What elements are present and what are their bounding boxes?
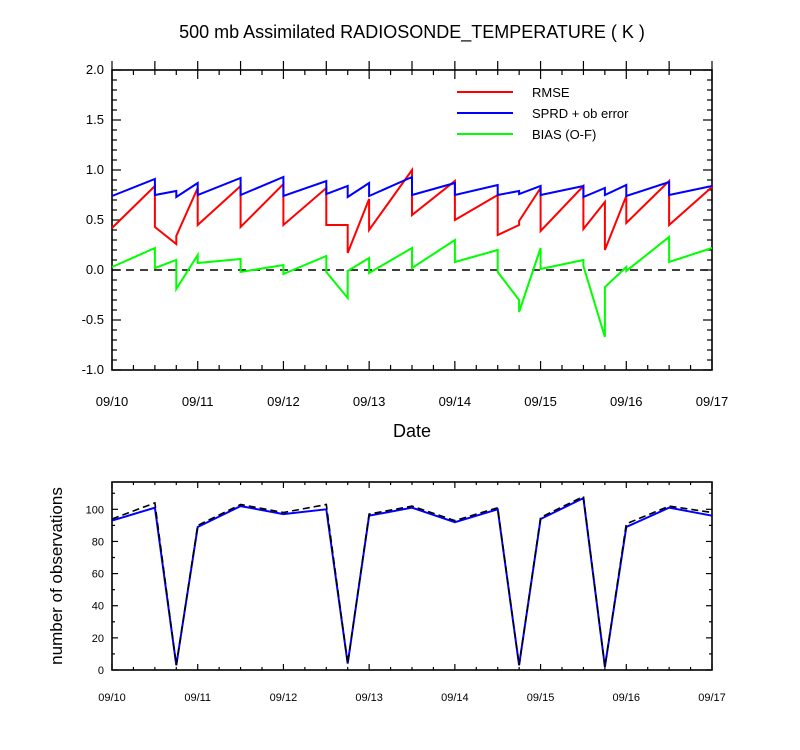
top-x-tick-label: 09/10 xyxy=(96,394,129,409)
bottom-x-tick-label: 09/10 xyxy=(98,692,126,704)
bottom-y-axis-label: number of observations xyxy=(47,487,66,665)
series-line-bias-o-f xyxy=(111,234,713,338)
bottom-y-tick-label: 40 xyxy=(92,601,104,613)
bottom-x-tick-label: 09/16 xyxy=(613,692,641,704)
top-x-axis-label: Date xyxy=(393,421,431,441)
top-x-tick-label: 09/14 xyxy=(439,394,472,409)
bottom-x-tick-label: 09/11 xyxy=(184,692,211,704)
bottom-y-tick-label: 80 xyxy=(92,536,104,548)
bottom-x-tick-label: 09/14 xyxy=(441,692,469,704)
bottom-x-tick-label: 09/15 xyxy=(527,692,555,704)
chart-title: 500 mb Assimilated RADIOSONDE_TEMPERATUR… xyxy=(179,22,645,43)
top-x-tick-label: 09/17 xyxy=(696,394,729,409)
bottom-x-tick-label: 09/12 xyxy=(270,692,298,704)
bottom-y-tick-label: 100 xyxy=(86,504,104,516)
obs-count-dashed-line xyxy=(111,495,713,667)
top-x-tick-label: 09/16 xyxy=(610,394,643,409)
top-y-tick-label: 1.0 xyxy=(86,162,104,177)
top-y-tick-label: 0.5 xyxy=(86,212,104,227)
legend-label-sprd-ob-error: SPRD + ob error xyxy=(532,106,629,121)
bottom-plot-frame xyxy=(111,481,713,671)
top-y-tick-label: -1.0 xyxy=(82,362,104,377)
legend: RMSE SPRD + ob error BIAS (O-F) xyxy=(457,85,629,142)
top-y-tick-label: 1.5 xyxy=(86,112,104,127)
top-y-tick-label: -0.5 xyxy=(82,312,104,327)
bottom-y-tick-label: 60 xyxy=(92,569,104,581)
legend-label-bias-o-f: BIAS (O-F) xyxy=(532,127,596,142)
top-x-tick-label: 09/12 xyxy=(267,394,300,409)
top-y-tick-label: 0.0 xyxy=(86,262,104,277)
bottom-y-tick-label: 20 xyxy=(92,633,104,645)
top-x-tick-label: 09/15 xyxy=(524,394,557,409)
legend-label-rmse: RMSE xyxy=(532,85,570,100)
top-y-tick-label: 2.0 xyxy=(86,62,104,77)
top-plot-panel: 09/10 09/11 09/12 09/13 09/14 09/15 09/16 09/17… xyxy=(82,61,729,409)
top-x-tick-label: 09/13 xyxy=(353,394,386,409)
bottom-y-tick-label: 0 xyxy=(98,665,104,677)
bottom-plot-panel: 09/10 09/11 09/12 09/13 09/14 09/15 09/16 09/17… xyxy=(86,481,726,704)
bottom-x-tick-label: 09/13 xyxy=(355,692,383,704)
top-x-tick-label: 09/11 xyxy=(182,394,214,409)
bottom-x-tick-label: 09/17 xyxy=(698,692,726,704)
series-line-sprd-ob-error xyxy=(111,175,713,199)
